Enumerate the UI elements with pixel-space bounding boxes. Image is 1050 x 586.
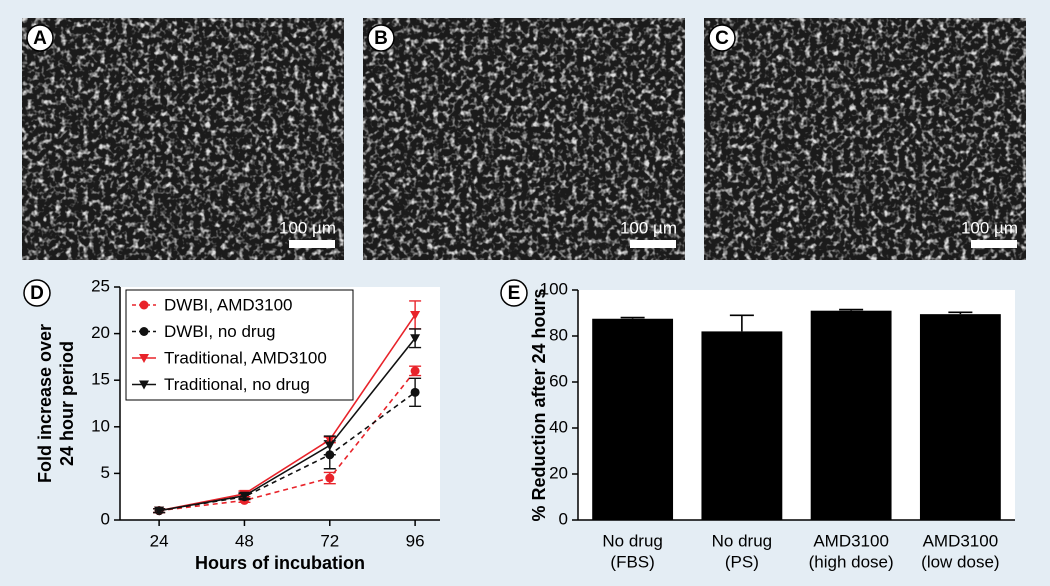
- x-tick-label: (low dose): [921, 552, 999, 571]
- panel-label: B: [374, 28, 388, 49]
- micrograph-texture: [363, 18, 685, 260]
- panel-badge: [23, 279, 51, 307]
- x-tick-label: 24: [150, 531, 169, 550]
- legend-marker: [139, 327, 149, 336]
- bar: [701, 331, 783, 520]
- data-point: [239, 491, 250, 501]
- micrograph-texture: [22, 18, 344, 260]
- y-tick-label: 80: [549, 325, 568, 344]
- legend-label: DWBI, no drug: [164, 322, 276, 341]
- legend-marker: [139, 380, 149, 390]
- error-bar: [839, 308, 864, 311]
- legend-label: Traditional, AMD3100: [164, 348, 327, 367]
- legend-label: DWBI, AMD3100: [164, 295, 293, 314]
- y-tick-label: 10: [91, 416, 110, 435]
- y-tick-label: 60: [549, 371, 568, 390]
- y-axis-label: % Reduction after 24 hours: [529, 288, 549, 521]
- x-tick-label: No drug: [602, 531, 662, 550]
- data-point: [324, 441, 335, 451]
- panel-label: D: [30, 283, 44, 304]
- panel-label: E: [508, 283, 521, 304]
- y-tick-label: 0: [101, 509, 110, 528]
- scale-bar: [289, 240, 335, 248]
- y-tick-label: 40: [549, 417, 568, 436]
- data-point: [410, 366, 420, 376]
- panel-badge: [500, 279, 528, 307]
- bar: [592, 318, 674, 520]
- x-tick-label: 48: [235, 531, 254, 550]
- data-point: [410, 387, 420, 397]
- scale-label: 100 µm: [620, 218, 677, 237]
- y-tick-label: 0: [559, 509, 568, 528]
- scale-bar: [971, 240, 1017, 248]
- legend-marker: [139, 300, 149, 310]
- error-bar: [620, 316, 645, 319]
- panel-badge: [26, 24, 54, 52]
- series-line: [158, 337, 416, 512]
- series-line: [159, 370, 416, 512]
- data-point: [325, 473, 335, 483]
- micrograph-texture: [704, 18, 1026, 260]
- y-axis-label: 24 hour period: [57, 341, 77, 466]
- y-tick-label: 20: [549, 463, 568, 482]
- x-tick-label: (PS): [725, 552, 759, 571]
- legend-box: [125, 289, 354, 401]
- y-tick-label: 20: [91, 323, 110, 342]
- series-line: [158, 314, 416, 512]
- x-tick-label: 72: [320, 531, 339, 550]
- series-line: [158, 391, 416, 512]
- y-tick-label: 15: [91, 370, 110, 389]
- panel-badge: [708, 24, 736, 52]
- x-tick-label: No drug: [712, 531, 772, 550]
- legend-marker: [139, 354, 149, 363]
- x-tick-label: AMD3100: [923, 531, 999, 550]
- panel-label: C: [715, 28, 729, 49]
- x-tick-label: (FBS): [610, 552, 654, 571]
- x-tick-label: AMD3100: [813, 531, 889, 550]
- y-axis-label: Fold increase over: [35, 324, 55, 483]
- bar: [810, 310, 892, 520]
- x-tick-label: 96: [406, 531, 425, 550]
- x-axis-label: Hours of incubation: [195, 553, 365, 573]
- panel-label: A: [33, 28, 47, 49]
- scale-label: 100 µm: [961, 218, 1018, 237]
- panel-badge: [367, 24, 395, 52]
- scale-label: 100 µm: [279, 218, 336, 237]
- bar: [919, 314, 1001, 520]
- y-tick-label: 5: [101, 463, 110, 482]
- error-bar: [948, 311, 973, 315]
- data-point: [154, 506, 165, 516]
- y-tick-label: 25: [91, 276, 110, 295]
- legend-label: Traditional, no drug: [164, 375, 310, 394]
- error-bar: [729, 314, 754, 332]
- data-point: [410, 310, 421, 320]
- scale-bar: [630, 240, 676, 248]
- data-point: [410, 334, 421, 344]
- x-tick-label: (high dose): [809, 552, 894, 571]
- y-tick-label: 100: [540, 279, 568, 298]
